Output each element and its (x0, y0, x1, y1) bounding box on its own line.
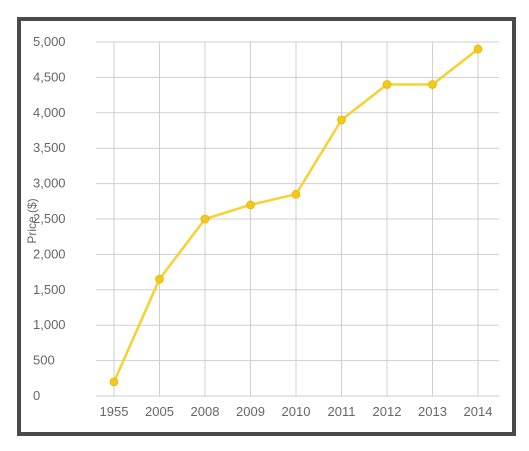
data-point (155, 274, 164, 284)
data-point (473, 44, 483, 54)
y-tick-label: 1,500 (33, 282, 66, 297)
x-tick-label: 2013 (418, 404, 447, 419)
data-point (382, 80, 392, 89)
y-tick-label: 2,000 (33, 246, 66, 261)
x-tick-label: 2009 (236, 404, 265, 419)
y-tick-label: 2,500 (33, 211, 66, 226)
data-point (428, 80, 437, 89)
x-tick-label: 2005 (145, 404, 174, 419)
y-tick-label: 5,000 (33, 34, 66, 49)
data-point (109, 377, 119, 387)
x-tick-label: 2011 (328, 404, 356, 419)
x-tick-label: 2014 (464, 404, 493, 419)
y-tick-label: 0 (33, 388, 40, 403)
x-tick-label: 2010 (282, 404, 311, 419)
x-axis-tick-labels: 1955 2005 2008 2009 2010 2011 2012 2013 2014 (100, 404, 493, 419)
data-point (337, 115, 346, 125)
grid-lines (96, 41, 499, 397)
data-point (246, 200, 255, 210)
y-tick-label: 3,500 (33, 140, 66, 155)
y-axis-title: Price ($) (25, 198, 39, 243)
y-tick-label: 3,000 (33, 176, 66, 191)
x-tick-label: 1955 (100, 404, 129, 419)
y-tick-label: 1,000 (33, 317, 66, 332)
chart-frame: 0 500 1,000 1,500 2,000 2,500 3,000 3,500 4,000 4… (17, 17, 516, 436)
x-tick-label: 2012 (373, 404, 402, 419)
y-tick-label: 4,500 (33, 69, 66, 84)
y-tick-label: 500 (33, 353, 55, 368)
line-chart: 0 500 1,000 1,500 2,000 2,500 3,000 3,500 4,000 4… (25, 34, 499, 419)
x-tick-label: 2008 (191, 404, 220, 419)
y-tick-label: 4,000 (33, 105, 66, 120)
data-point (200, 214, 210, 224)
data-point (291, 189, 301, 199)
series-0 (109, 44, 483, 387)
y-axis-tick-labels: 0 500 1,000 1,500 2,000 2,500 3,000 3,500 4,000 4… (33, 34, 66, 403)
